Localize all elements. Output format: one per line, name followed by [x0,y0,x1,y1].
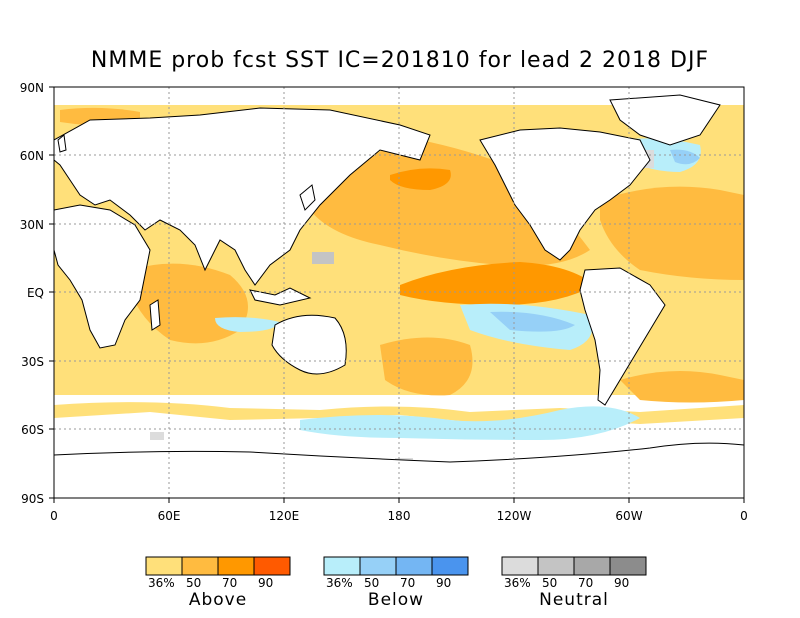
legend-tick-label: 70 [222,576,237,590]
legend-swatch [181,556,219,576]
legend-swatch [609,556,647,576]
legend-tick-label: 90 [258,576,273,590]
grid-lines [54,87,744,498]
legend-group: 36% 50 70 90 Above 36% 50 70 90 Below 36% 50 70 90 Neu… [145,556,647,610]
legend-tick-label: 50 [542,576,557,590]
legend-tick-label: 36% [326,576,353,590]
y-axis-labels: 90N 60N 30N EQ 30S 60S 90S [20,81,44,506]
legend-swatch [217,556,255,576]
x-tick-label: 60W [615,509,642,523]
legend-tick-label: 70 [578,576,593,590]
legend-swatch [501,556,539,576]
legend-title: Neutral [539,590,609,610]
y-tick-label: 30S [21,355,44,369]
legend-tick-label: 36% [504,576,531,590]
x-tick-label: 120E [269,509,300,523]
y-tick-label: 90S [21,492,44,506]
legend-swatch [537,556,575,576]
y-tick-label: 60N [20,149,44,163]
legend-swatch [145,556,183,576]
legend-swatch [573,556,611,576]
legend-tick-label: 50 [364,576,379,590]
legend-swatch [431,556,469,576]
legend-swatch [253,556,291,576]
legend-tick-label: 90 [436,576,451,590]
legend-below: 36% 50 70 90 Below [323,556,469,610]
y-tick-label: 60S [21,423,44,437]
map-title: NMME prob fcst SST IC=201810 for lead 2 … [90,48,710,73]
x-tick-label: 120W [497,509,532,523]
x-tick-label: 0 [740,509,748,523]
legend-title: Below [368,590,424,610]
legend-tick-label: 36% [148,576,175,590]
legend-neutral: 36% 50 70 90 Neutral [501,556,647,610]
y-tick-label: EQ [27,286,44,300]
y-tick-label: 90N [20,81,44,95]
legend-tick-label: 70 [400,576,415,590]
x-tick-label: 60E [158,509,181,523]
legend-swatch [395,556,433,576]
legend-tick-label: 50 [186,576,201,590]
legend-above: 36% 50 70 90 Above [145,556,291,610]
legend-swatch [323,556,361,576]
continents [54,94,744,498]
x-tick-label: 0 [50,509,58,523]
legend-tick-label: 90 [614,576,629,590]
x-axis-labels: 0 60E 120E 180 120W 60W 0 [50,509,748,523]
legend-swatch [359,556,397,576]
y-tick-label: 30N [20,218,44,232]
x-tick-label: 180 [388,509,411,523]
legend-title: Above [189,590,247,610]
